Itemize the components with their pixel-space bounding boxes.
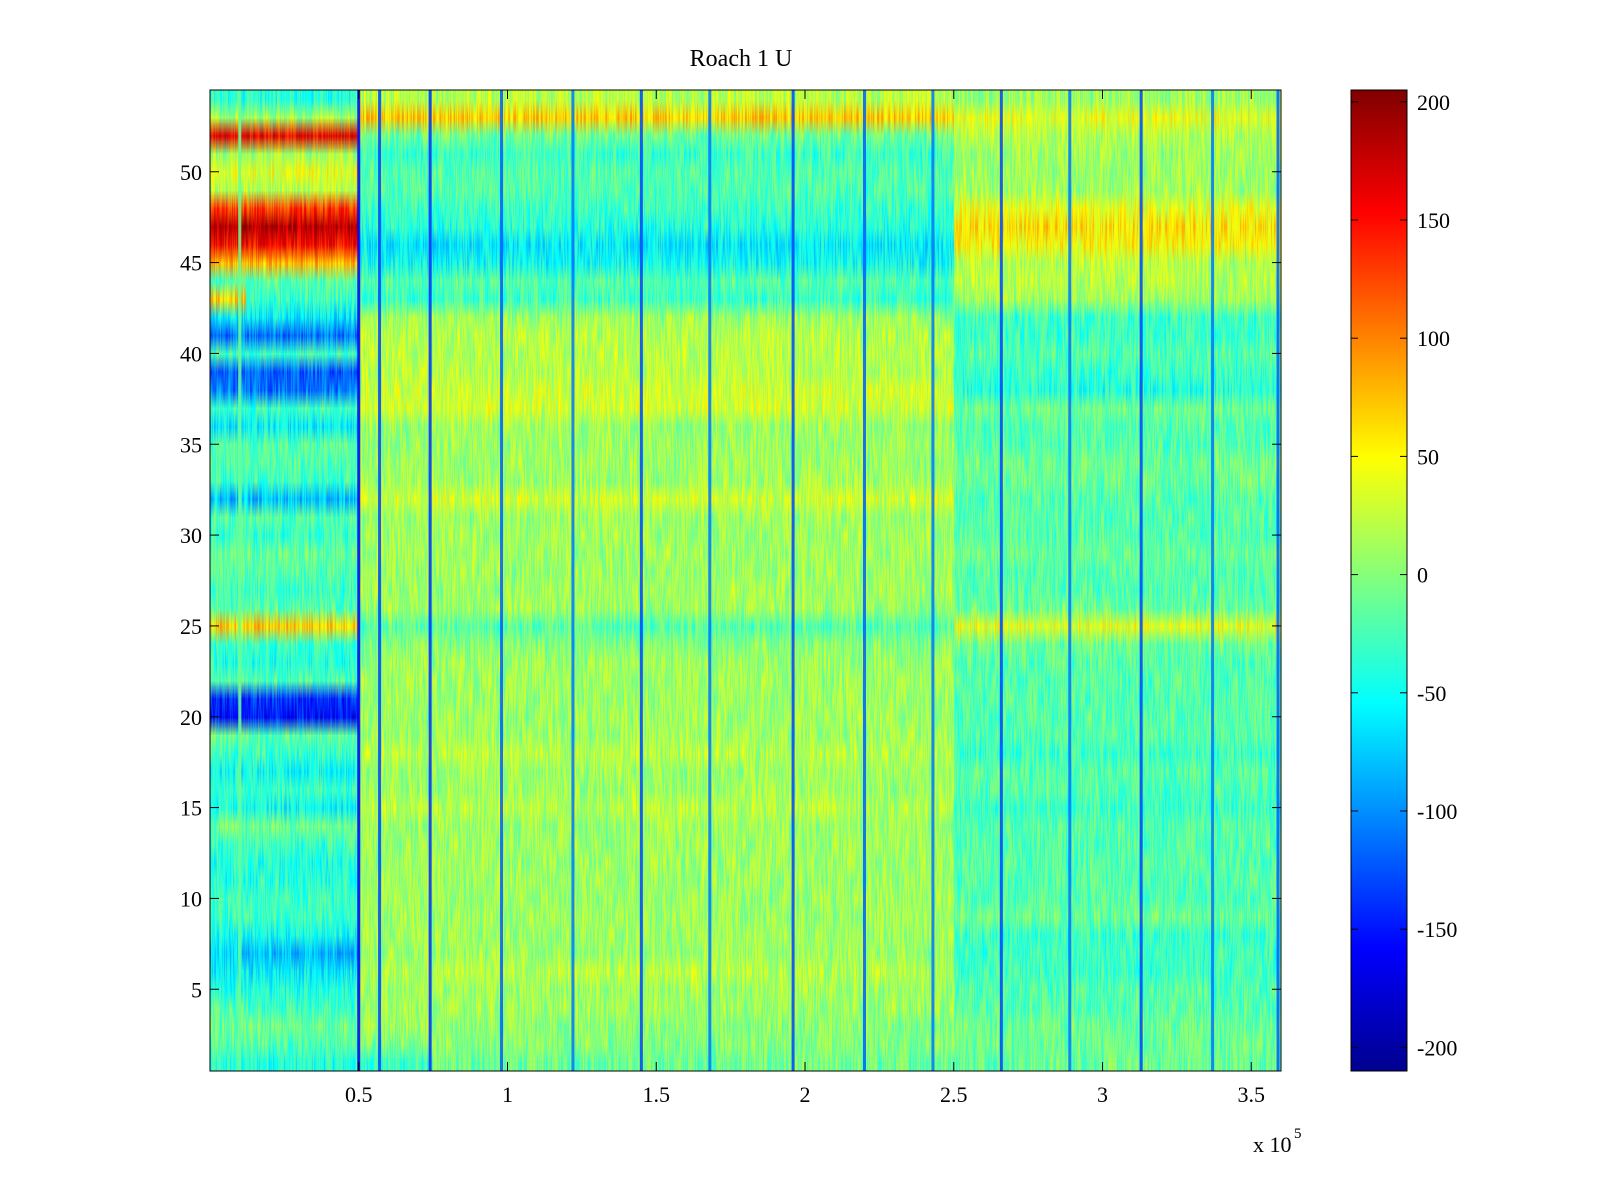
x-exponent: x 10 5	[1253, 1126, 1302, 1157]
x-exponent-label: x 10	[1253, 1132, 1292, 1157]
x-tick-label-1: 1	[502, 1082, 513, 1107]
y-tick-label-6: 35	[180, 432, 202, 457]
y-tick-label-3: 20	[180, 705, 202, 730]
y-tick-label-4: 25	[180, 614, 202, 639]
y-tick-label-1: 10	[180, 886, 202, 911]
x-tick-label-6: 3.5	[1238, 1082, 1266, 1107]
x-axis: 0.5 1 1.5 2 2.5 3 3.5	[345, 90, 1265, 1107]
x-tick-label-4: 2.5	[940, 1082, 968, 1107]
x-tick-label-3: 2	[800, 1082, 811, 1107]
plot-frame	[209, 89, 1282, 1072]
colorbar-frame	[1350, 89, 1408, 1072]
colorbar-tick-label-4: 0	[1417, 563, 1428, 588]
colorbar: 200 150 100 50 0 -50 -100 -150 -200	[1350, 89, 1457, 1072]
x-exponent-power: 5	[1294, 1126, 1302, 1142]
y-tick-label-2: 15	[180, 796, 202, 821]
x-tick-label-0: 0.5	[345, 1082, 373, 1107]
y-tick-label-7: 40	[180, 341, 202, 366]
colorbar-gradient	[1351, 90, 1407, 1071]
x-tick-label-2: 1.5	[643, 1082, 671, 1107]
y-tick-label-8: 45	[180, 251, 202, 276]
heatmap-image	[210, 90, 1281, 1071]
colorbar-tick-label-0: 200	[1417, 90, 1450, 115]
event-lines	[238, 90, 1280, 1071]
colorbar-tick-label-3: 50	[1417, 444, 1439, 469]
colorbar-tick-label-8: -200	[1417, 1035, 1457, 1060]
y-axis: 5 10 15 20 25 30 35 40 45 50	[180, 160, 1281, 1002]
colorbar-tick-label-2: 100	[1417, 326, 1450, 351]
chart-title: Roach 1 U	[690, 46, 793, 72]
colorbar-tick-label-5: -50	[1417, 681, 1446, 706]
heatmap-plot: 0.5 1 1.5 2 2.5 3 3.5 5 10 15 20 25 30 35 40 45 50 x 10…	[180, 89, 1302, 1157]
colorbar-tick-label-7: -150	[1417, 917, 1457, 942]
colorbar-ticks: 200 150 100 50 0 -50 -100 -150 -200	[1351, 90, 1457, 1060]
x-tick-label-5: 3	[1097, 1082, 1108, 1107]
y-tick-label-0: 5	[191, 977, 202, 1002]
y-tick-label-5: 30	[180, 523, 202, 548]
colorbar-tick-label-6: -100	[1417, 799, 1457, 824]
y-tick-label-9: 50	[180, 160, 202, 185]
colorbar-tick-label-1: 150	[1417, 208, 1450, 233]
